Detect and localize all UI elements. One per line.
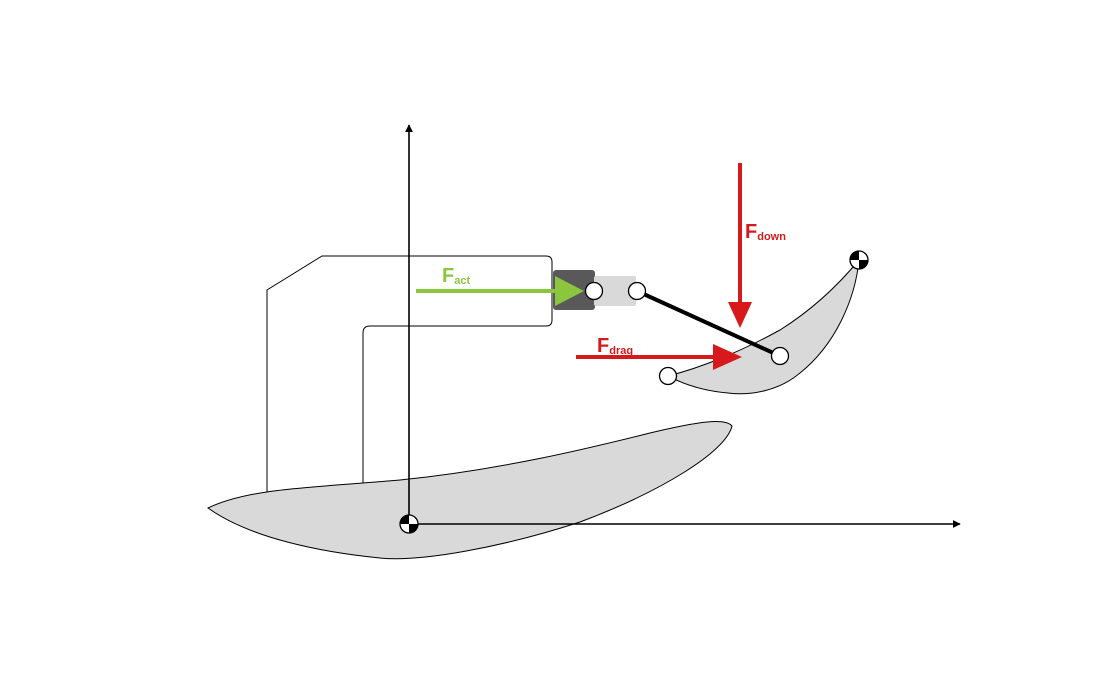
support-bracket [266, 255, 553, 495]
actuator-rod-housing [594, 276, 636, 306]
drag-force-arrow [576, 344, 742, 370]
actuator-force-arrow [416, 276, 584, 306]
drag-force-label: Fdrag [597, 335, 633, 357]
actuator-force-label: Fact [442, 265, 470, 287]
downforce-label: Fdown [745, 221, 786, 243]
rod-end-joint [627, 281, 647, 301]
flap-cg-icon [849, 250, 869, 270]
linkage-rod [636, 289, 781, 358]
downforce-arrow [728, 163, 752, 328]
flap-link-joint [770, 346, 790, 366]
main-airfoil [207, 421, 733, 560]
origin-cg-icon [399, 514, 419, 534]
flap-airfoil [666, 258, 860, 395]
actuator-joint [584, 281, 604, 301]
flap-hinge-joint [658, 366, 678, 386]
